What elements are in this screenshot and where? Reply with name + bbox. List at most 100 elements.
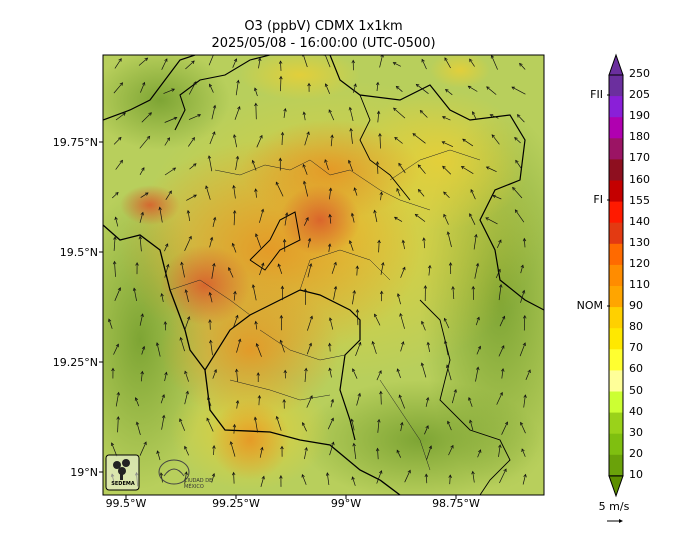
wind-arrow [380, 192, 382, 201]
wind-arrow-head [396, 293, 401, 297]
wind-arrow-head [193, 194, 197, 198]
wind-arrow [255, 321, 258, 330]
wind-arrow [475, 367, 479, 382]
wind-arrow [491, 134, 500, 145]
wind-arrow-head [445, 89, 449, 93]
wind-arrow-head [421, 58, 425, 63]
wind-arrow-head [425, 396, 430, 401]
wind-arrow [400, 341, 404, 352]
wind-arrow-head [309, 395, 313, 399]
wind-arrow [451, 389, 457, 404]
wind-arrow-head [392, 62, 397, 66]
wind-arrow [444, 318, 450, 329]
wind-arrow-head [447, 420, 451, 425]
level-mark-fi: FI [593, 193, 603, 206]
wind-arrow [111, 192, 119, 199]
wind-arrow [396, 86, 403, 92]
wind-arrow-head [254, 320, 258, 325]
colorbar-extend-top [608, 53, 624, 76]
wind-arrow [514, 137, 521, 144]
wind-arrow-head [261, 262, 265, 267]
wind-arrow [351, 213, 355, 223]
wind-arrow [140, 371, 143, 382]
wind-arrow [164, 264, 169, 278]
colorbar-segment [609, 243, 623, 266]
wind-arrow [397, 293, 401, 305]
wind-arrow-head [498, 444, 502, 448]
wind-arrow-head [122, 112, 126, 116]
wind-arrow [442, 165, 452, 175]
wind-arrow-head [261, 475, 265, 480]
wind-arrow [443, 214, 449, 225]
wind-arrow [206, 418, 214, 432]
wind-arrow [376, 82, 379, 92]
wind-arrow [181, 262, 185, 278]
wind-arrow-head [347, 159, 352, 164]
wind-arrow [184, 371, 189, 382]
wind-arrow-head [328, 187, 333, 192]
wind-arrow [233, 134, 238, 148]
wind-arrow-head [184, 289, 189, 293]
wind-arrow [492, 195, 502, 200]
wind-arrow-head [282, 398, 286, 403]
wind-arrow-head [283, 369, 288, 374]
boundaries [103, 55, 544, 495]
wind-arrow-head [259, 134, 263, 139]
wind-arrow [324, 159, 329, 171]
wind-arrow [374, 210, 378, 223]
wind-arrow [477, 449, 481, 458]
wind-arrow-head [232, 134, 237, 138]
colorbar-value-label: 205 [629, 88, 650, 102]
wind-arrow [252, 160, 257, 171]
wind-arrow [207, 397, 212, 407]
wind-arrow-head [453, 388, 457, 393]
wind-arrow [164, 167, 176, 176]
wind-arrow-head [515, 159, 519, 164]
lat-tick-label: 19.5°N [59, 246, 98, 259]
wind-arrow [185, 289, 189, 303]
wind-arrow [404, 470, 411, 483]
wind-arrow-head [302, 111, 306, 116]
wind-arrow-head [469, 213, 473, 217]
wind-arrow [444, 57, 451, 69]
wind-arrow [397, 368, 401, 379]
wind-arrow-head [279, 75, 283, 80]
wind-arrow-head [498, 239, 502, 244]
wind-arrow-head [478, 449, 482, 453]
wind-arrow [353, 83, 357, 93]
wind-arrow-head [309, 315, 314, 320]
wind-arrow-head [236, 79, 240, 84]
wind-arrow [377, 111, 380, 123]
wind-arrow-head [161, 394, 165, 398]
wind-arrow-head [306, 131, 310, 135]
wind-arrow-head [516, 114, 521, 118]
wind-arrow-head [469, 419, 473, 424]
wind-arrow [329, 214, 332, 224]
wind-arrow-head [168, 190, 172, 195]
wind-arrow [452, 286, 455, 300]
wind-arrow-head [144, 57, 149, 62]
wind-arrow-head [378, 370, 382, 374]
wind-arrow [304, 131, 310, 146]
wind-arrow-head [471, 470, 475, 475]
wind-arrow-head [407, 469, 411, 474]
colorbar-segment [609, 328, 623, 350]
wind-arrow [442, 116, 451, 121]
lon-tick-label: 99°W [330, 497, 362, 510]
wind-arrow [185, 60, 195, 70]
wind-arrow [115, 160, 123, 170]
wind-arrow [377, 161, 379, 174]
wind-arrow [184, 471, 187, 484]
wind-arrow [113, 82, 123, 94]
wind-arrow [519, 342, 526, 357]
wind-arrow-head [115, 192, 119, 196]
wind-arrow [209, 84, 214, 93]
wind-arrow-head [205, 185, 209, 189]
wind-arrow-head [443, 317, 448, 322]
colorbar-value-label: 50 [629, 383, 643, 397]
wind-arrow-head [232, 423, 237, 428]
wind-arrow [233, 472, 235, 484]
wind-arrow [303, 181, 309, 197]
wind-arrow [353, 443, 357, 460]
wind-arrow [447, 231, 452, 248]
